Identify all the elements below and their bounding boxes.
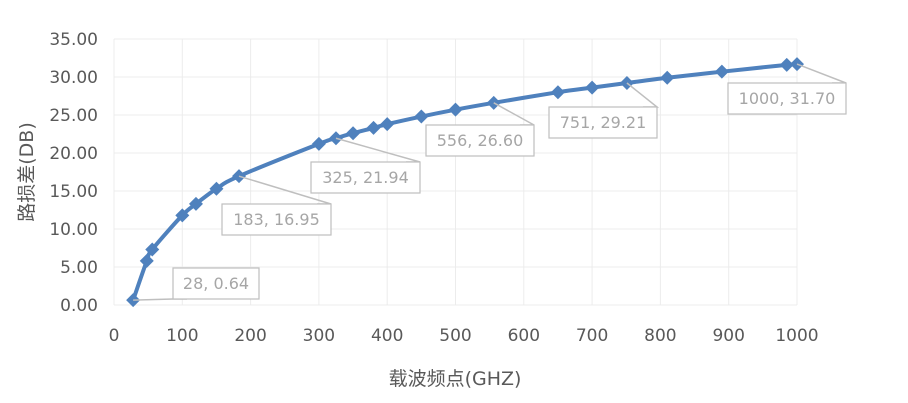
callout-box (310, 161, 421, 194)
y-axis-ticks: 0.00 5.00 10.00 15.00 20.00 25.00 30.00 35.00 (49, 30, 98, 316)
callout-label: 751, 29.21 (560, 113, 647, 132)
series-line (131, 62, 799, 303)
y-tick-label: 20.00 (49, 144, 98, 164)
y-tick-label: 35.00 (49, 30, 98, 50)
x-tick-label: 600 (508, 326, 540, 346)
x-tick-label: 700 (576, 326, 608, 346)
data-point (660, 70, 675, 85)
data-point (779, 57, 794, 72)
data-point (139, 253, 154, 268)
y-axis-title: 路损差(DB) (16, 122, 38, 222)
data-callouts: 28, 0.64 183, 16.95 325, 21.94 556, 26.60 75… (133, 63, 847, 301)
x-tick-label: 300 (303, 326, 335, 346)
callout-box (727, 82, 847, 115)
x-tick-label: 200 (234, 326, 266, 346)
callout-label: 28, 0.64 (183, 274, 249, 293)
x-axis-title: 载波频点(GHZ) (389, 368, 522, 390)
y-tick-label: 5.00 (60, 258, 98, 278)
callout-box (548, 106, 658, 139)
data-point (585, 80, 600, 95)
data-point (366, 120, 381, 135)
data-point (175, 208, 190, 223)
y-tick-label: 10.00 (49, 220, 98, 240)
data-point (380, 117, 395, 132)
data-point (550, 85, 565, 100)
callout-box (172, 267, 260, 300)
x-tick-label: 0 (109, 326, 120, 346)
data-point (448, 102, 463, 117)
x-axis-ticks: 0 100 200 300 400 500 600 700 800 900 1000 (109, 326, 819, 346)
callout-label: 556, 26.60 (437, 131, 524, 150)
data-callout: 183, 16.95 (221, 175, 332, 236)
callout-leader (335, 137, 421, 163)
y-tick-label: 15.00 (49, 182, 98, 202)
callout-leader (796, 63, 847, 84)
callout-label: 325, 21.94 (322, 168, 409, 187)
gridlines (113, 38, 798, 306)
data-point (145, 242, 160, 257)
data-point (188, 196, 203, 211)
data-callout: 325, 21.94 (310, 137, 421, 194)
callout-label: 1000, 31.70 (739, 89, 836, 108)
data-point (209, 181, 224, 196)
callout-leader (626, 82, 660, 108)
data-callout: 28, 0.64 (133, 267, 260, 301)
callout-box (425, 124, 535, 157)
y-tick-label: 0.00 (60, 296, 98, 316)
x-tick-label: 100 (166, 326, 198, 346)
data-callout: 751, 29.21 (548, 82, 660, 139)
y-tick-label: 30.00 (49, 68, 98, 88)
x-tick-label: 1000 (775, 326, 818, 346)
data-point (311, 136, 326, 151)
x-tick-label: 800 (644, 326, 676, 346)
x-tick-label: 900 (712, 326, 744, 346)
data-callout: 1000, 31.70 (727, 63, 847, 115)
callout-box (221, 203, 332, 236)
data-point (714, 64, 729, 79)
x-tick-label: 500 (439, 326, 471, 346)
x-tick-label: 400 (371, 326, 403, 346)
y-tick-label: 25.00 (49, 106, 98, 126)
callout-label: 183, 16.95 (233, 210, 320, 229)
callout-leader (493, 102, 535, 126)
data-point (346, 126, 361, 141)
data-point (414, 109, 429, 124)
data-callout: 556, 26.60 (425, 102, 535, 157)
